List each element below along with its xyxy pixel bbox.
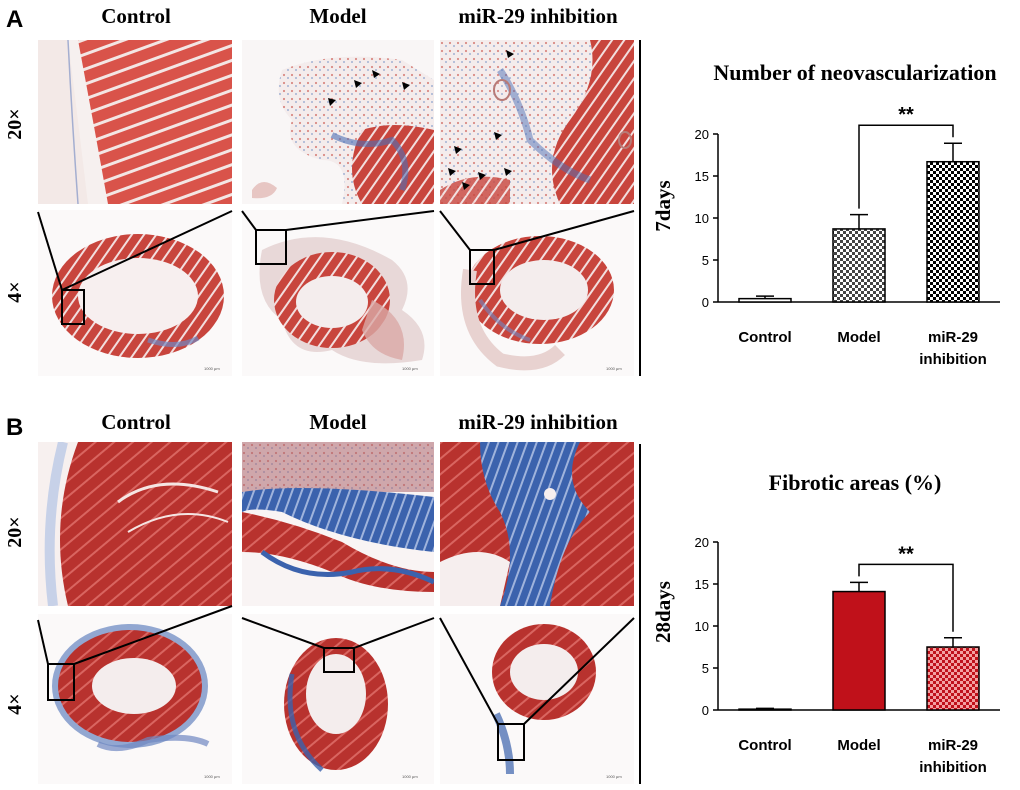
panel-letter-b: B xyxy=(6,414,24,441)
significance-bracket xyxy=(858,124,954,209)
x-category-label: inhibition xyxy=(919,351,986,368)
zoom-box xyxy=(61,289,85,325)
bar-mir-29-inhibition xyxy=(926,646,980,711)
micrograph-a-control-4x: 1000 μm xyxy=(38,210,232,376)
micrograph-a-control-20x xyxy=(38,40,232,204)
y-tick-label: 15 xyxy=(695,169,709,184)
zoom-lines-b xyxy=(37,605,635,725)
zoom-lines-a xyxy=(37,210,635,291)
chart-title-neovascularization: Number of neovascularization xyxy=(713,60,997,85)
column-header-control: Control xyxy=(101,410,171,434)
bar-control xyxy=(738,297,792,303)
y-tick-label: 5 xyxy=(702,661,709,676)
significance-bracket xyxy=(858,563,954,632)
micrograph-b-mir29-20x xyxy=(440,442,634,606)
significance-label: ** xyxy=(898,543,914,565)
micrograph-a-model-20x xyxy=(242,40,434,204)
scale-bar-label: 1000 μm xyxy=(402,774,418,779)
x-category-label: Model xyxy=(837,329,880,346)
micrograph-a-model-4x: 1000 μm xyxy=(242,210,434,376)
micrograph-b-model-4x: 1000 μm xyxy=(242,614,434,784)
micrograph-b-control-20x xyxy=(38,442,232,606)
bar-model xyxy=(832,228,886,303)
x-category-label: Model xyxy=(837,737,880,754)
bar-chart-neovascularization: 0 5 10 15 20 Control Model miR-29 inhibition ** xyxy=(695,104,1000,368)
micrograph-b-model-20x xyxy=(242,442,434,606)
chart-title-fibrotic-areas: Fibrotic areas (%) xyxy=(768,470,942,495)
column-header-mir29: miR-29 inhibition xyxy=(458,4,618,28)
scale-bar-label: 1000 μm xyxy=(402,366,418,371)
y-tick-label: 20 xyxy=(695,127,709,142)
y-tick-label: 20 xyxy=(695,535,709,550)
arrowhead-marker xyxy=(372,70,380,78)
column-header-control: Control xyxy=(101,4,171,28)
y-tick-label: 0 xyxy=(702,295,709,310)
divider-line-a xyxy=(639,40,641,376)
x-category-label: miR-29 xyxy=(928,737,978,754)
x-category-label: Control xyxy=(738,329,791,346)
scale-bar-label: 1000 μm xyxy=(204,366,220,371)
bar-chart-fibrotic-areas: 0 5 10 15 20 Control Model miR-29 inhibition ** xyxy=(695,535,1000,776)
micrograph-b-control-4x: 1000 μm xyxy=(38,614,232,784)
y-tick-label: 10 xyxy=(695,211,709,226)
y-tick-label: 5 xyxy=(702,253,709,268)
bar-control xyxy=(738,708,792,711)
scale-bar-label: 1000 μm xyxy=(606,774,622,779)
column-header-mir29: miR-29 inhibition xyxy=(458,410,618,434)
divider-line-b xyxy=(639,444,641,784)
y-tick-label: 0 xyxy=(702,703,709,718)
x-category-label: miR-29 xyxy=(928,329,978,346)
column-header-model: Model xyxy=(309,410,367,434)
micrograph-b-mir29-4x: 1000 μm xyxy=(440,614,634,784)
panel-letter-a: A xyxy=(6,6,24,33)
y-tick-label: 10 xyxy=(695,619,709,634)
micrograph-a-mir29-20x xyxy=(440,40,634,204)
scale-bar-label: 1000 μm xyxy=(606,366,622,371)
significance-label: ** xyxy=(898,104,914,126)
bar-model xyxy=(832,590,886,711)
y-tick-label: 15 xyxy=(695,577,709,592)
x-category-label: Control xyxy=(738,737,791,754)
bar-mir-29-inhibition xyxy=(926,160,980,303)
scale-bar-label: 1000 μm xyxy=(204,774,220,779)
x-category-label: inhibition xyxy=(919,759,986,776)
column-header-model: Model xyxy=(309,4,367,28)
